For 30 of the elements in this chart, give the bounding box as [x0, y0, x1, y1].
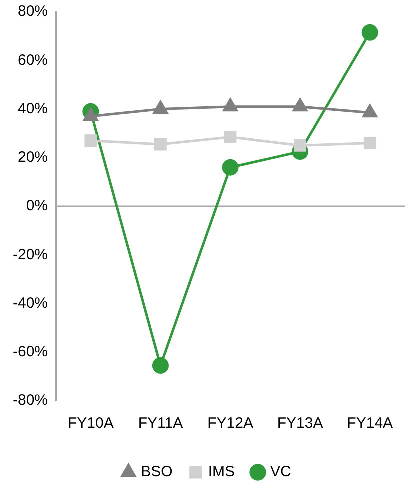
- point: [153, 101, 168, 114]
- legend-label: BSO: [141, 464, 173, 481]
- x-tick-label: FY11A: [138, 415, 184, 432]
- y-tick-label: -60%: [12, 344, 48, 361]
- legend-label: IMS: [208, 464, 236, 481]
- point: [224, 131, 237, 144]
- point: [294, 140, 307, 152]
- x-tick-label: FY14A: [347, 415, 394, 432]
- y-tick-label: 0%: [26, 198, 48, 215]
- x-tick-label: FY13A: [277, 415, 324, 432]
- point: [84, 134, 98, 148]
- point: [292, 98, 308, 112]
- legend-label: VC: [270, 464, 292, 481]
- point: [154, 138, 167, 151]
- point: [222, 159, 239, 176]
- point: [223, 98, 238, 112]
- x-tick-label: FY10A: [68, 415, 114, 432]
- y-tick-label: 20%: [18, 149, 48, 166]
- y-tick-label: -80%: [12, 392, 48, 410]
- x-tick-label: FY12A: [208, 415, 254, 432]
- point: [84, 108, 98, 122]
- y-tick-label: 40%: [18, 100, 48, 118]
- y-tick-label: 80%: [18, 3, 48, 20]
- point: [152, 357, 169, 374]
- y-tick-label: 60%: [18, 52, 48, 69]
- point: [362, 104, 378, 118]
- y-tick-label: -20%: [12, 246, 48, 264]
- point: [362, 24, 378, 41]
- point: [364, 137, 376, 150]
- y-tick-label: -40%: [12, 294, 48, 312]
